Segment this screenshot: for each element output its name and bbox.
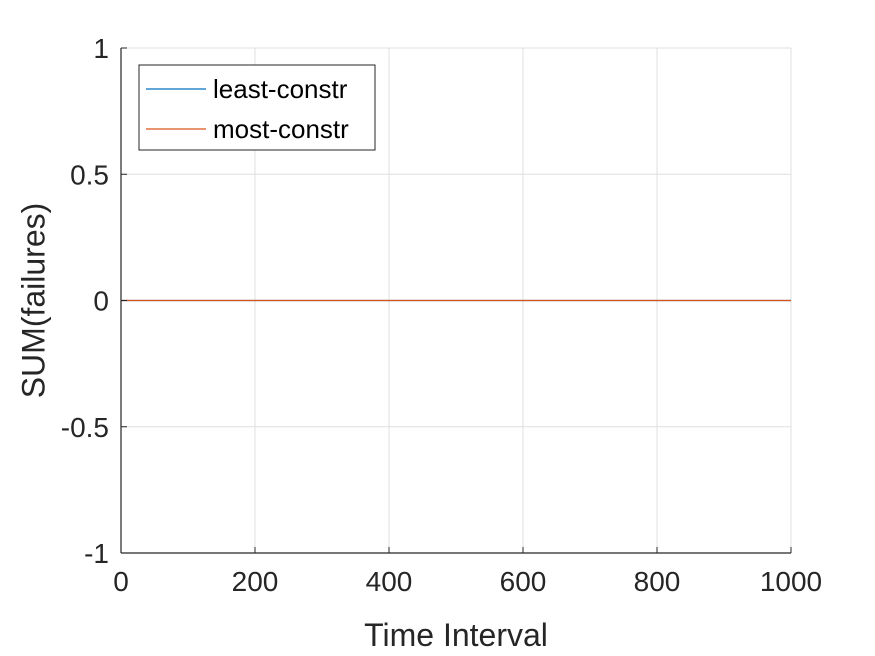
x-tick-label: 600 bbox=[500, 566, 547, 597]
y-tick-label: -1 bbox=[84, 538, 109, 569]
y-tick-labels: -1 -0.5 0 0.5 1 bbox=[61, 33, 109, 569]
legend-box bbox=[138, 64, 376, 151]
legend-label-most-constr: most-constr bbox=[213, 114, 349, 144]
x-tick-label: 400 bbox=[366, 566, 413, 597]
x-tick-label: 200 bbox=[232, 566, 279, 597]
x-tick-label: 800 bbox=[634, 566, 681, 597]
y-tick-label: 0 bbox=[93, 286, 109, 317]
x-tick-labels: 0 200 400 600 800 1000 bbox=[113, 566, 822, 597]
legend-label-least-constr: least-constr bbox=[213, 74, 348, 104]
y-tick-label: 0.5 bbox=[70, 159, 109, 190]
y-axis-label: SUM(failures) bbox=[15, 203, 51, 399]
axes bbox=[120, 47, 792, 554]
legend: least-constr most-constr bbox=[138, 64, 376, 151]
y-tick-label: 1 bbox=[93, 33, 109, 64]
x-tick-label: 0 bbox=[113, 566, 129, 597]
x-axis-label: Time Interval bbox=[364, 617, 548, 653]
x-tick-label: 1000 bbox=[760, 566, 822, 597]
y-tick-label: -0.5 bbox=[61, 412, 109, 443]
